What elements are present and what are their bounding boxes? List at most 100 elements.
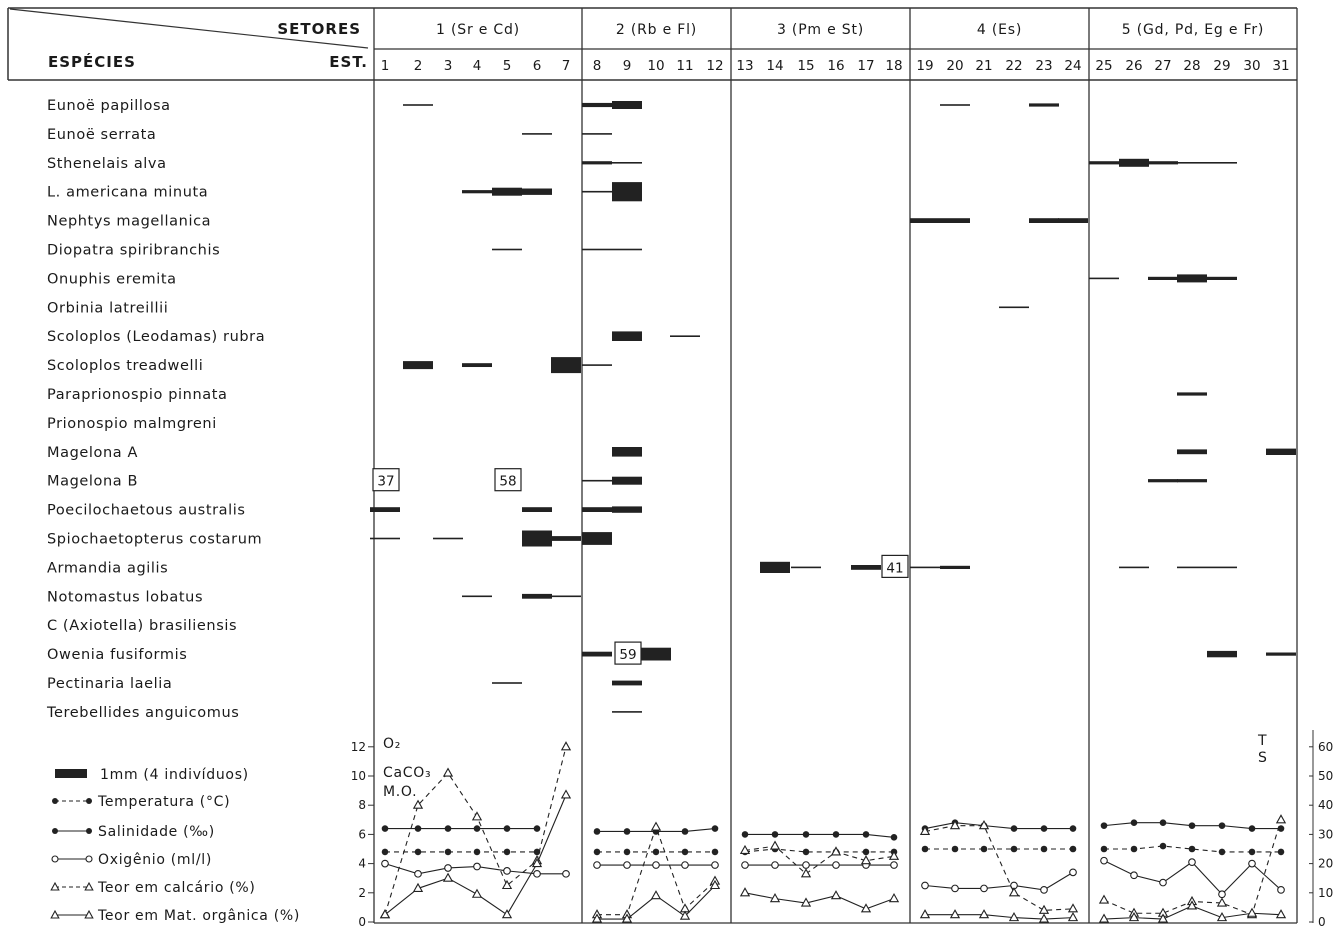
abundance-bar [612,182,642,202]
abundance-bar [522,593,552,599]
calcium-point [412,799,424,809]
salinity-point [681,828,689,835]
station-number: 26 [1125,58,1142,74]
calcium-point [800,868,812,878]
legend-calcium-marker [84,881,94,891]
abundance-bar [582,532,612,545]
station-number: 11 [676,58,693,74]
species-label: Terebellides anguicomus [46,705,239,721]
station-number: 24 [1064,58,1081,74]
temperature-point [1188,845,1196,853]
calcium-point [1275,814,1287,824]
station-number: 3 [444,58,453,74]
legend-temperature-label: Temperatura (°C) [97,794,230,810]
station-number: 29 [1213,58,1230,74]
organic-point [1216,911,1228,922]
sector-label: 1 (Sr e Cd) [436,22,520,38]
calcium-point [739,844,751,855]
temperature-point [711,848,719,856]
legend-salinity-label: Salinidade (‰) [98,824,215,840]
abundance-bar [1266,652,1296,656]
abundance-bar [403,104,433,106]
oxygen-point [921,881,929,890]
organic-point [591,913,603,923]
temperature-point [862,848,870,856]
station-number: 19 [916,58,933,74]
right-axis-label: T [1257,733,1267,749]
right-axis-tick-label: 30 [1318,827,1333,841]
calcium-point [442,767,454,777]
organic-line [925,914,1074,920]
temperature-point [593,848,601,856]
abundance-bar [582,651,612,657]
station-number: 7 [562,58,571,74]
abundance-bar [582,133,612,135]
temperature-point [503,848,511,856]
organic-point [560,789,572,799]
salinity-line [924,822,1073,830]
abundance-bar [492,248,522,251]
salinity-point [381,825,389,832]
value-label: 58 [499,474,516,490]
oxygen-point [1040,886,1048,894]
abundance-bar [641,647,671,661]
oxygen-point [444,864,452,872]
species-label: Eunoë papillosa [47,98,171,114]
station-number: 6 [533,58,542,74]
oxygen-point [741,861,749,869]
salinity-point [862,831,870,838]
abundance-bar [522,530,552,547]
organic-point [1275,909,1287,919]
legend-oxygen-marker [85,855,93,863]
temperature-point [1040,845,1048,853]
salinity-point [533,825,541,832]
species-label: Eunoë serrata [47,127,156,143]
abundance-bar [1148,276,1178,280]
abundance-bar [433,537,463,540]
abundance-bar [612,101,642,109]
salinity-point [771,831,779,838]
organic-point [650,890,662,900]
temperature-point [681,848,689,856]
abundance-bar [612,680,642,686]
salinity-point [414,825,422,832]
station-number: 21 [975,58,992,74]
left-axis-label: CaCO₃ [383,765,431,781]
calcium-point [919,825,931,836]
abundance-bar [582,161,612,165]
station-number: 20 [946,58,963,74]
calcium-line [597,825,716,916]
oxygen-line [924,871,1074,891]
organic-point [1067,911,1079,922]
salinity-point [1159,819,1167,827]
oxygen-point [533,869,541,878]
sector-label: 4 (Es) [977,22,1022,38]
sector-label: 3 (Pm e St) [777,22,864,38]
temperature-point [1248,848,1256,856]
temperature-point [1010,845,1018,853]
setores-label: SETORES [277,20,361,38]
abundance-bar [522,188,552,195]
organic-point [978,909,990,919]
oxygen-point [771,861,779,869]
legend-salinity-marker [86,828,92,834]
oxygen-point [503,867,511,875]
legend-calcium-marker [50,881,60,891]
abundance-bar [370,537,400,540]
value-label: 41 [886,560,903,576]
abundance-bar [940,104,970,106]
calcium-point [501,879,513,890]
salinity-point [1069,825,1077,832]
temperature-point [802,848,810,856]
right-axis-tick-label: 10 [1318,886,1333,900]
salinity-point [1100,822,1108,829]
abundance-bar [999,306,1029,309]
value-label: 59 [619,647,636,663]
left-axis-tick-label: 6 [358,827,366,841]
oxygen-point [1188,858,1196,866]
station-number: 25 [1095,58,1112,74]
abundance-bar [760,561,790,573]
oxygen-point [414,869,422,878]
calcium-point [888,850,900,860]
